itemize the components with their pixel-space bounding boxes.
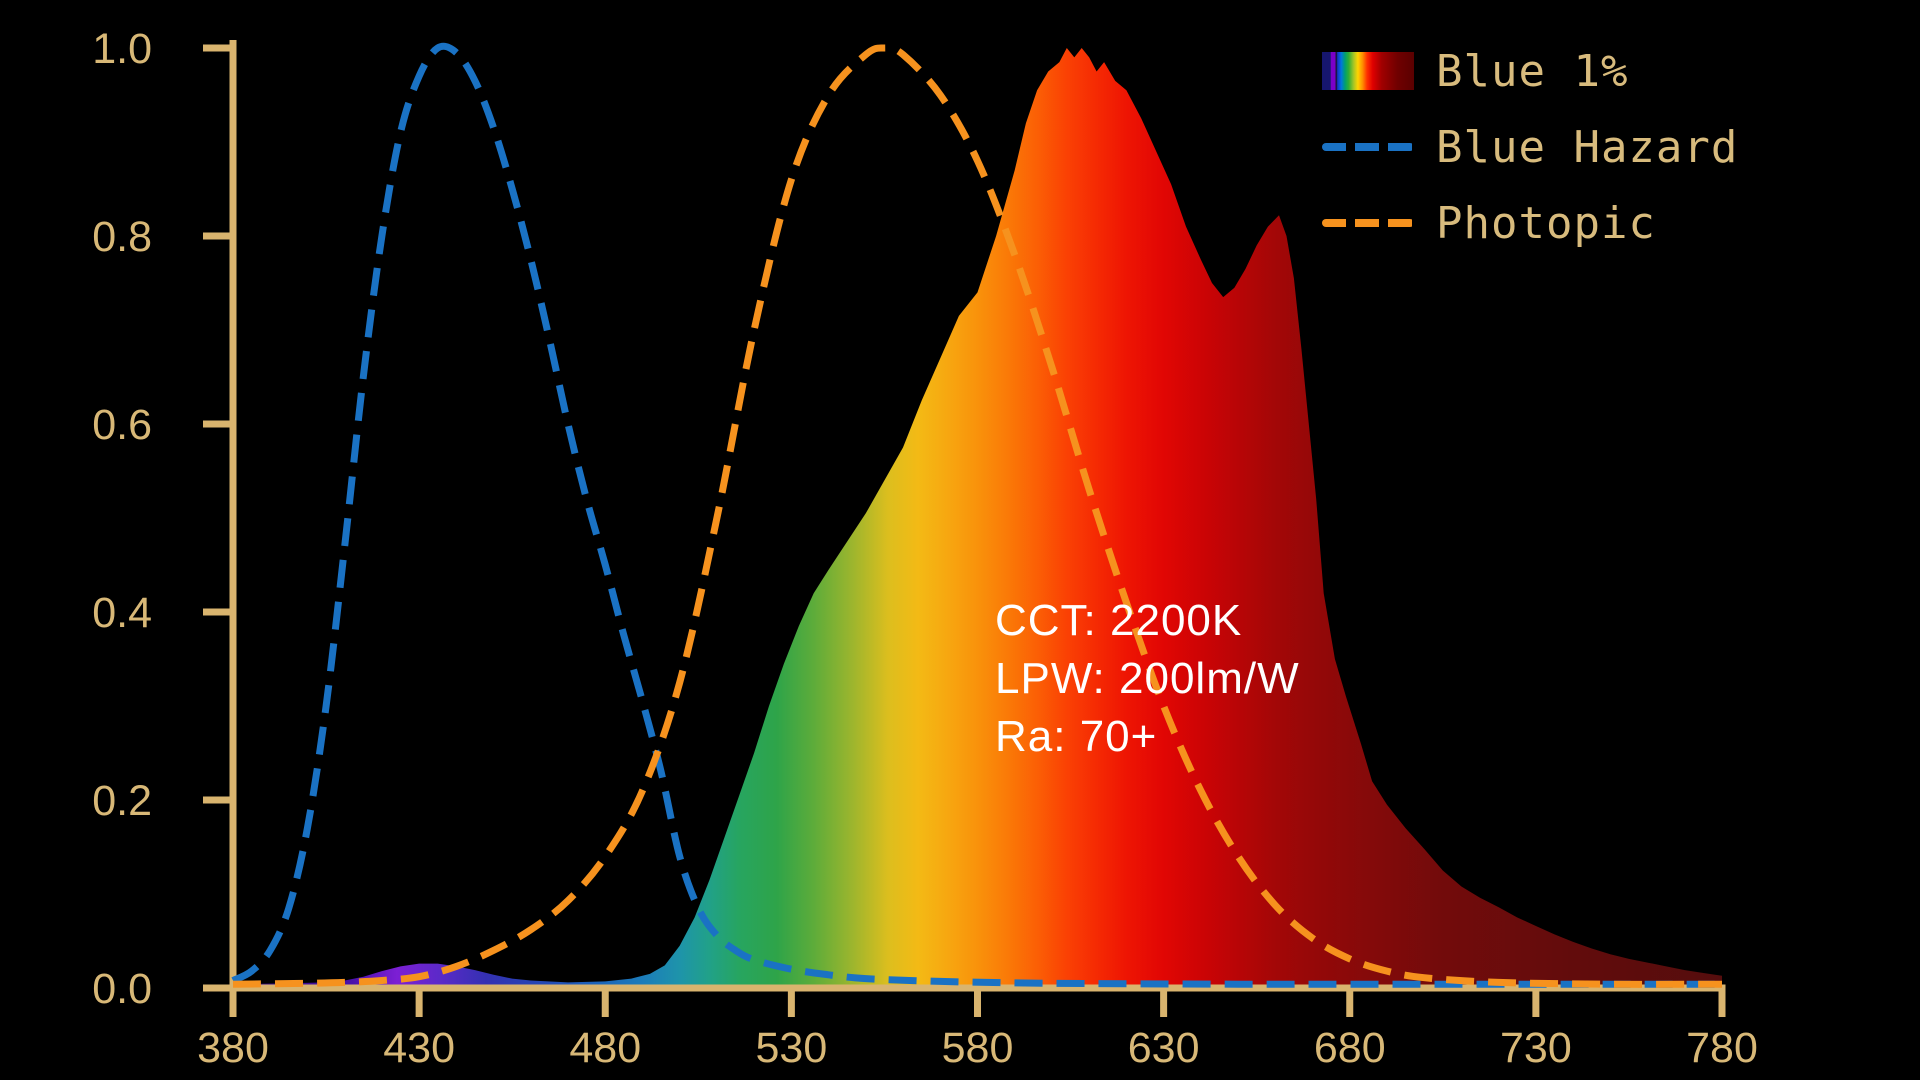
- spec-annotation: CCT: 2200K LPW: 200lm/W Ra: 70+: [995, 592, 1300, 766]
- annotation-line-ra: Ra: 70+: [995, 712, 1158, 761]
- annotation-line-lpw: LPW: 200lm/W: [995, 654, 1300, 703]
- annotation-line-cct: CCT: 2200K: [995, 596, 1243, 645]
- spd-fill-area: [233, 48, 1722, 988]
- legend-label-blue-1pct: Blue 1%: [1436, 45, 1629, 97]
- spectrum-swatch-icon: [1322, 52, 1414, 90]
- svg-text:630: 630: [1128, 1024, 1200, 1072]
- legend-item-photopic: Photopic: [1322, 185, 1738, 261]
- svg-text:0.6: 0.6: [92, 401, 152, 449]
- svg-text:580: 580: [942, 1024, 1014, 1072]
- weighting-curves: [231, 42, 1723, 988]
- svg-text:530: 530: [756, 1024, 828, 1072]
- legend-item-blue-hazard: Blue Hazard: [1322, 109, 1738, 185]
- legend-label-blue-hazard: Blue Hazard: [1436, 121, 1739, 173]
- svg-text:480: 480: [569, 1024, 641, 1072]
- legend: Blue 1% Blue Hazard Photopic: [1322, 33, 1738, 261]
- legend-item-blue-1pct: Blue 1%: [1322, 33, 1738, 109]
- blue-dashed-line-icon: [1322, 143, 1414, 151]
- svg-text:0.0: 0.0: [92, 965, 152, 1013]
- axis-tick-labels: 0.0 0.2 0.4 0.6 0.8 1.0 380 430 480 530 580 630 680 7…: [92, 25, 1758, 1072]
- svg-text:0.4: 0.4: [92, 589, 152, 637]
- svg-text:0.2: 0.2: [92, 777, 152, 825]
- svg-text:380: 380: [197, 1024, 269, 1072]
- svg-text:780: 780: [1686, 1024, 1758, 1072]
- svg-text:730: 730: [1500, 1024, 1572, 1072]
- svg-text:1.0: 1.0: [92, 25, 152, 73]
- svg-text:0.8: 0.8: [92, 213, 152, 261]
- legend-label-photopic: Photopic: [1436, 197, 1656, 249]
- svg-text:430: 430: [383, 1024, 455, 1072]
- svg-text:680: 680: [1314, 1024, 1386, 1072]
- axes-and-ticks: [203, 40, 1726, 1017]
- orange-dashed-line-icon: [1322, 219, 1414, 227]
